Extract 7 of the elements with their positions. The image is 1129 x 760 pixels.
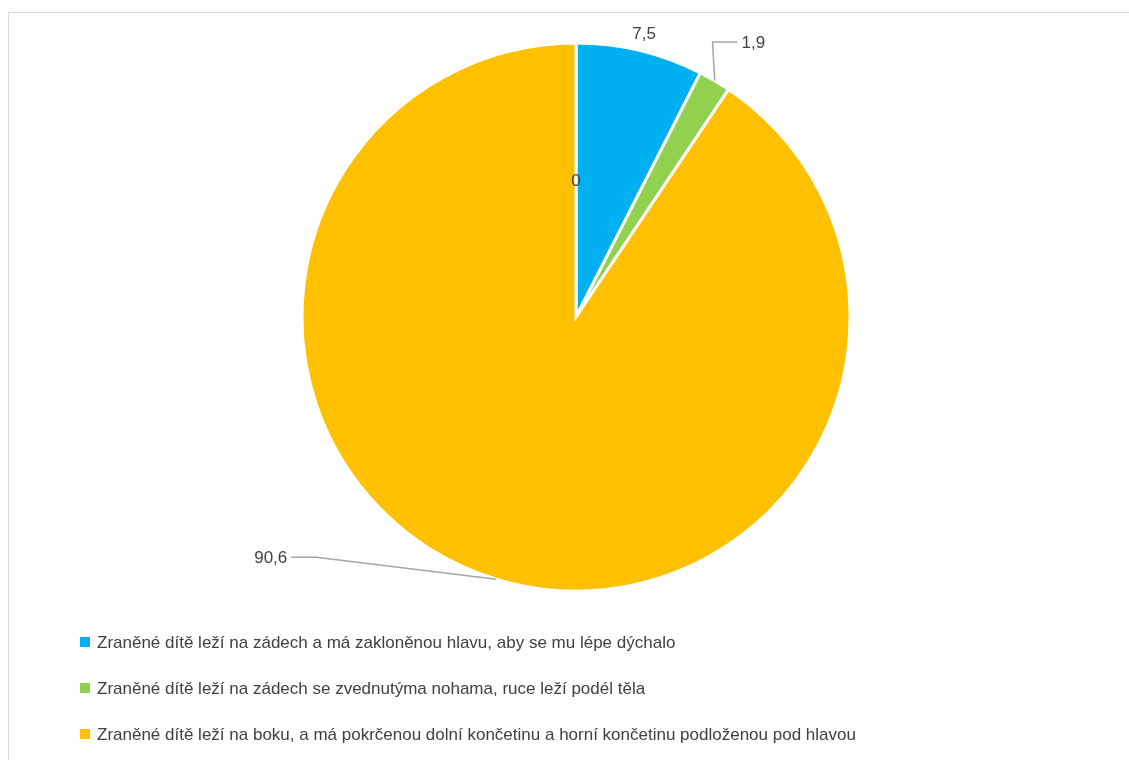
data-label: 90,6 bbox=[254, 548, 288, 568]
data-label: 1,9 bbox=[741, 32, 766, 52]
legend-label: Zraněné dítě leží na zádech se zvednutýma nohama, ruce leží podél těla bbox=[97, 678, 646, 698]
legend-label: Zraněné dítě leží na boku, a má pokrčenou dolní končetinu a horní končetinu podloženou pod hlavou bbox=[97, 724, 856, 744]
data-label: 7,5 bbox=[632, 24, 656, 44]
text: 0 bbox=[571, 170, 581, 190]
legend-label: Zraněné dítě leží na zádech a má zakloněnou hlavu, aby se mu lépe dýchalo bbox=[97, 632, 676, 652]
